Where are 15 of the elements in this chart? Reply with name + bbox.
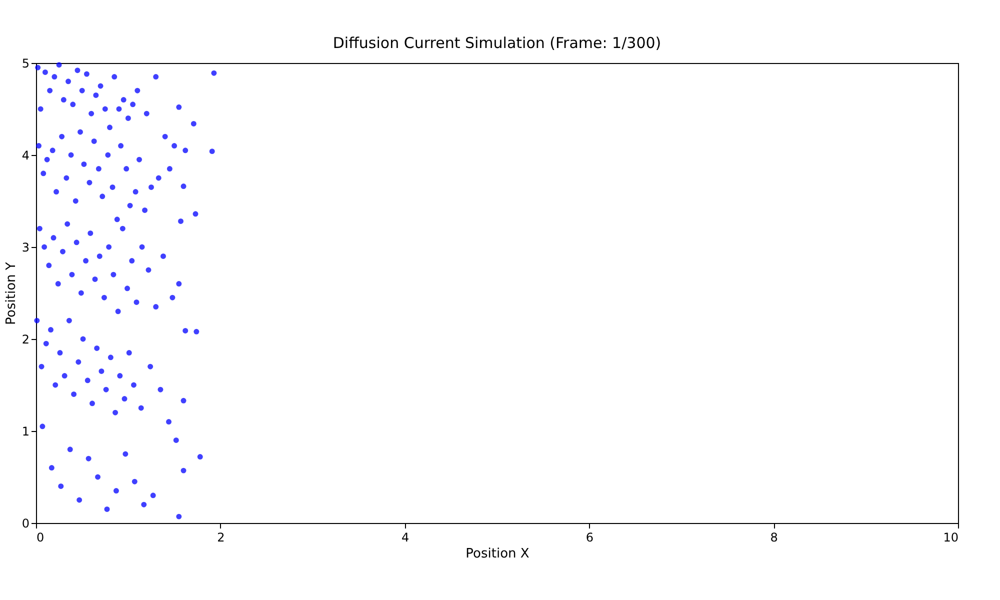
x-tick-label: 6 xyxy=(586,530,594,544)
y-tick-label: 4 xyxy=(22,148,30,162)
y-axis-title: Position Y xyxy=(4,262,19,325)
x-tick-label: 4 xyxy=(401,530,410,544)
chart-title: Diffusion Current Simulation (Frame: 1/300) xyxy=(332,34,662,52)
y-tick-label: 5 xyxy=(22,56,30,70)
x-tick-label: 8 xyxy=(770,530,778,544)
y-tick-label: 3 xyxy=(22,240,30,254)
x-tick-label: 2 xyxy=(217,530,225,544)
y-tick-label: 1 xyxy=(22,424,30,438)
y-tick-label: 2 xyxy=(22,332,30,346)
x-tick-label: 10 xyxy=(943,530,958,544)
y-tick-label: 0 xyxy=(22,516,30,530)
x-tick-label: 0 xyxy=(36,530,44,544)
x-axis-title: Position X xyxy=(466,546,530,562)
